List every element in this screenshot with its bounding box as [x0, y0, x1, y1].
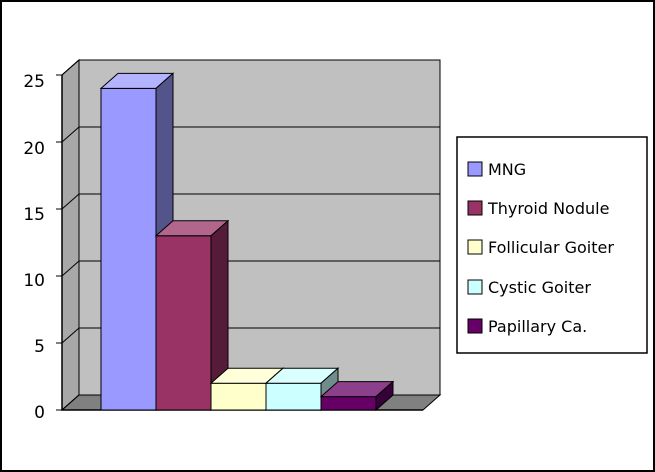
- gridline: [61, 126, 440, 143]
- bar-front: [265, 382, 322, 411]
- legend-swatch: [467, 161, 483, 177]
- bar: [154, 219, 230, 412]
- gridline: [61, 260, 440, 277]
- y-tick-label: 5: [34, 337, 45, 357]
- y-tick-label: 15: [23, 205, 45, 225]
- y-axis-ticks: 25 20 15 10 5 0: [23, 72, 45, 423]
- bar-front: [210, 382, 267, 411]
- y-tick-label: 0: [34, 403, 45, 423]
- legend-swatch: [467, 200, 483, 216]
- legend-swatch: [467, 239, 483, 255]
- gridline: [61, 327, 440, 344]
- bars: [99, 72, 395, 412]
- legend-label: Thyroid Nodule: [487, 199, 609, 218]
- legend-label: MNG: [488, 160, 526, 179]
- legend-swatches: [467, 161, 483, 334]
- bar-side: [375, 380, 394, 412]
- y-tick-label: 20: [23, 139, 45, 159]
- side-wall: [61, 58, 80, 412]
- y-tick-label: 25: [23, 72, 45, 92]
- legend-box: [456, 136, 648, 354]
- gridline: [61, 193, 440, 210]
- legend-swatch: [467, 318, 483, 334]
- legend-label: Papillary Ca.: [488, 317, 587, 336]
- legend-label: Follicular Goiter: [488, 238, 614, 257]
- bar-front: [100, 87, 157, 411]
- legend-swatch: [467, 279, 483, 295]
- legend-label: Cystic Goiter: [488, 278, 591, 297]
- bar-front: [320, 396, 377, 411]
- gridline: [61, 59, 440, 76]
- bar: [319, 380, 395, 412]
- legend: MNG Thyroid Nodule Follicular Goiter Cys…: [456, 136, 648, 354]
- y-tick-label: 10: [23, 271, 45, 291]
- bar-front: [155, 235, 212, 411]
